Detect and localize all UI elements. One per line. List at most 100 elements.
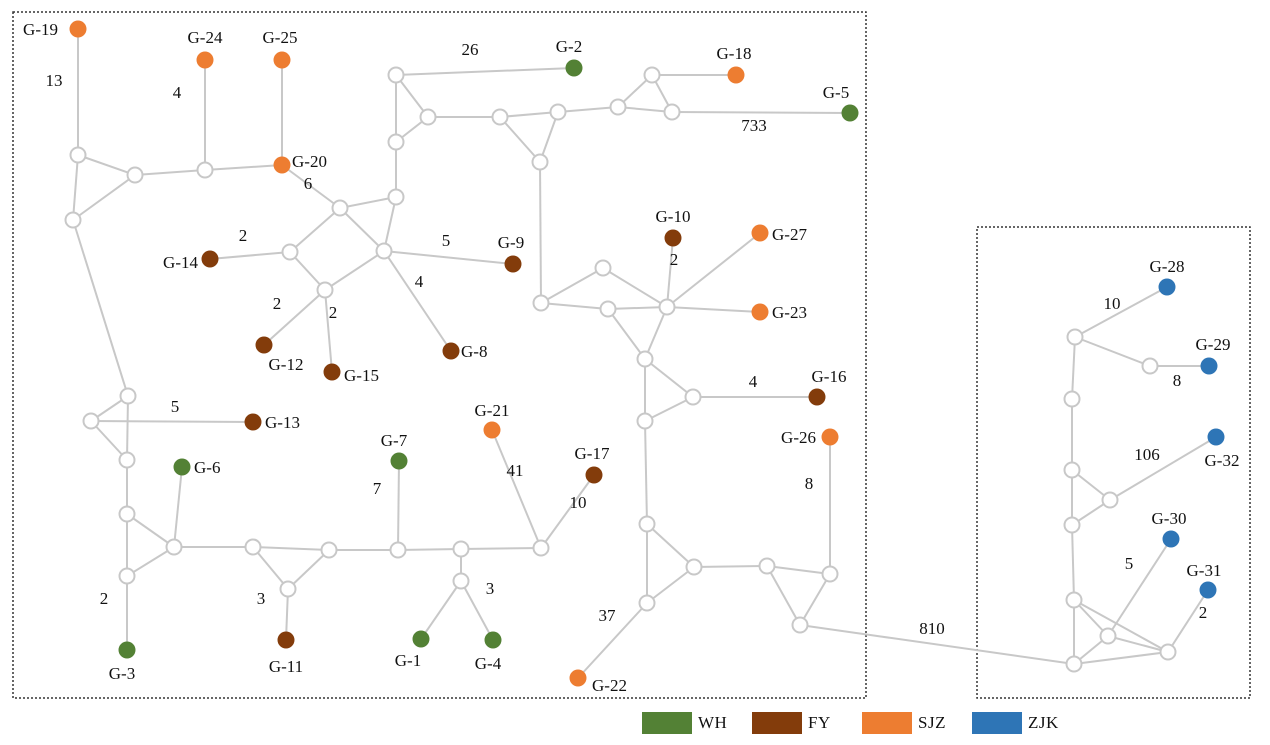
node-label-g-2: G-2 bbox=[556, 37, 582, 56]
junction-node bbox=[387, 188, 405, 206]
junction-node bbox=[119, 387, 137, 405]
edge-a30-G-6 bbox=[173, 466, 183, 548]
edge-a20-a21 bbox=[90, 420, 128, 461]
edge-label: 733 bbox=[741, 116, 767, 135]
edge-a42-a43 bbox=[766, 565, 831, 575]
legend-swatch-wh bbox=[642, 712, 692, 734]
edge-a10-a11 bbox=[539, 111, 559, 163]
edge-a49-G-32 bbox=[1109, 436, 1217, 501]
junction-node bbox=[491, 108, 509, 126]
node-g-29 bbox=[1200, 357, 1218, 375]
node-label-g-24: G-24 bbox=[188, 28, 223, 47]
node-label-g-19: G-19 bbox=[23, 20, 58, 39]
edge-a36-a38 bbox=[460, 547, 542, 550]
edge-a17-a18 bbox=[289, 251, 326, 291]
edge-label: 3 bbox=[257, 589, 266, 608]
node-label-g-27: G-27 bbox=[772, 225, 807, 244]
edge-label: 5 bbox=[442, 231, 451, 250]
edge-a45-a47 bbox=[1071, 336, 1076, 400]
edge-a5-G-2 bbox=[395, 67, 575, 76]
edge-a1-a3 bbox=[72, 154, 79, 221]
edge-a29-a30 bbox=[126, 513, 175, 548]
edge-a25-G-27 bbox=[666, 232, 761, 308]
edge-a3-a19 bbox=[72, 219, 129, 397]
edge-a43-a44 bbox=[799, 573, 831, 626]
edge-a45-G-28 bbox=[1074, 286, 1168, 338]
edge-a20-G-13 bbox=[90, 420, 254, 423]
edge-a25-G-10 bbox=[666, 237, 674, 308]
junction-node bbox=[791, 616, 809, 634]
node-label-g-29: G-29 bbox=[1196, 335, 1231, 354]
edge-a37-G-1 bbox=[420, 580, 462, 640]
node-g-15 bbox=[323, 363, 341, 381]
edge-a16-G-8 bbox=[383, 250, 452, 352]
edge-a24-a25 bbox=[607, 306, 668, 310]
node-label-g-30: G-30 bbox=[1152, 509, 1187, 528]
node-g-30 bbox=[1162, 530, 1180, 548]
node-label-g-21: G-21 bbox=[475, 401, 510, 420]
node-label-g-22: G-22 bbox=[592, 676, 627, 695]
node-g-24 bbox=[196, 51, 214, 69]
edge-a22-a23 bbox=[540, 267, 604, 304]
junction-node bbox=[331, 199, 349, 217]
edge-label: 7 bbox=[373, 479, 382, 498]
edge-a38-G-17 bbox=[540, 474, 595, 549]
edge-label: 810 bbox=[919, 619, 945, 638]
node-g-3 bbox=[118, 641, 136, 659]
node-g-2 bbox=[565, 59, 583, 77]
edge-label: 106 bbox=[1134, 445, 1160, 464]
node-label-g-18: G-18 bbox=[717, 44, 752, 63]
edge-a41-G-22 bbox=[577, 602, 648, 679]
legend-label-wh: WH bbox=[698, 713, 728, 732]
edge-a52-a53 bbox=[1107, 635, 1169, 653]
node-g-25 bbox=[273, 51, 291, 69]
node-label-g-5: G-5 bbox=[823, 83, 849, 102]
node-g-20 bbox=[273, 156, 291, 174]
junction-node bbox=[118, 505, 136, 523]
junction-node bbox=[64, 211, 82, 229]
edge-a44-a54 bbox=[799, 624, 1075, 665]
junction-node bbox=[532, 294, 550, 312]
junction-node bbox=[452, 572, 470, 590]
junction-node bbox=[638, 515, 656, 533]
edge-a45-a46 bbox=[1074, 336, 1151, 367]
node-label-g-14: G-14 bbox=[163, 253, 198, 272]
legend-label-fy: FY bbox=[808, 713, 831, 732]
node-g-18 bbox=[727, 66, 745, 84]
edge-a4-G-20 bbox=[204, 164, 283, 171]
junction-node bbox=[1063, 461, 1081, 479]
junction-node bbox=[452, 540, 470, 558]
edge-label: 5 bbox=[171, 397, 180, 416]
edge-label: 13 bbox=[46, 71, 63, 90]
legend-item-fy: FY bbox=[752, 712, 831, 734]
junction-node bbox=[1101, 491, 1119, 509]
edge-label: 2 bbox=[100, 589, 109, 608]
edge-a38-G-21 bbox=[491, 429, 542, 549]
edge-label: 3 bbox=[486, 579, 495, 598]
node-label-g-25: G-25 bbox=[263, 28, 298, 47]
edge-a28-a39 bbox=[644, 420, 648, 525]
edge-a2-a3 bbox=[72, 174, 136, 221]
junction-node bbox=[636, 350, 654, 368]
edge-label: 2 bbox=[273, 294, 282, 313]
node-g-19 bbox=[69, 20, 87, 38]
junction-node bbox=[126, 166, 144, 184]
edge-a15-a17 bbox=[289, 207, 341, 253]
edge-a5-a6 bbox=[395, 74, 429, 118]
edge-a25-G-23 bbox=[666, 306, 761, 313]
edge-label: 2 bbox=[670, 250, 679, 269]
junction-node bbox=[69, 146, 87, 164]
junction-node bbox=[316, 281, 334, 299]
legend-label-sjz: SJZ bbox=[918, 713, 946, 732]
junction-node bbox=[118, 567, 136, 585]
edge-a9-a10 bbox=[499, 111, 559, 118]
edge-a10-a12 bbox=[557, 106, 619, 113]
legend-item-zjk: ZJK bbox=[972, 712, 1059, 734]
edge-a8-a16 bbox=[383, 196, 397, 252]
junction-node bbox=[82, 412, 100, 430]
edge-a33-a34 bbox=[287, 549, 330, 590]
node-g-13 bbox=[244, 413, 262, 431]
legend-swatch-zjk bbox=[972, 712, 1022, 734]
region-box-left bbox=[12, 11, 867, 699]
